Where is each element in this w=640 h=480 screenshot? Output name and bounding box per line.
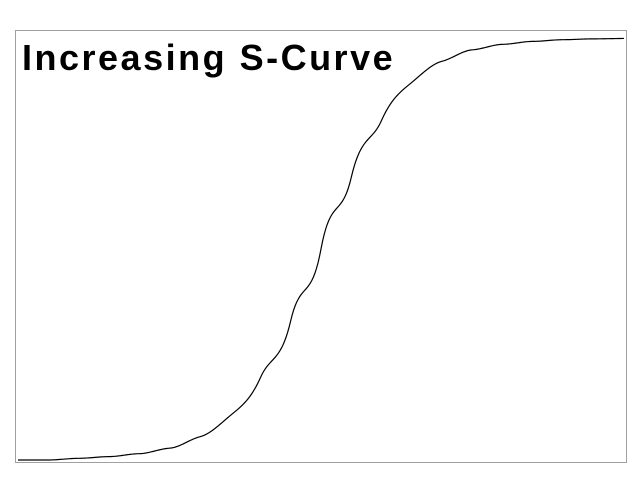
series-line — [18, 37, 625, 461]
chart-title: Increasing S-Curve — [22, 37, 395, 78]
